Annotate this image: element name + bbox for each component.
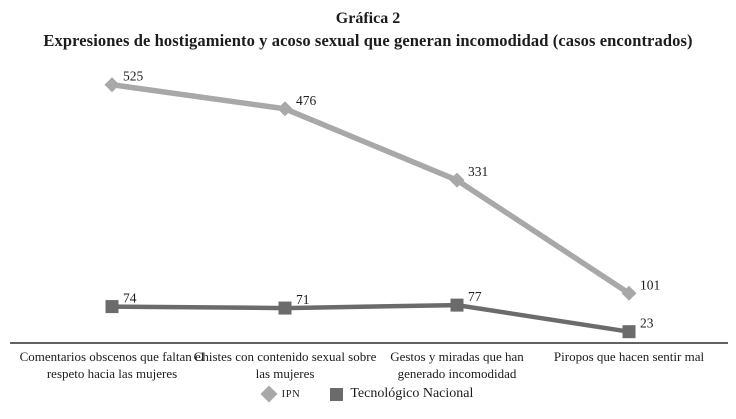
data-label: 77 [468,289,482,304]
data-label: 331 [468,164,488,179]
data-label: 23 [640,316,654,331]
legend: IPN Tecnológico Nacional [0,385,736,403]
category-label: Chistes con contenido sexual sobre las m… [193,349,377,381]
data-label: 74 [123,291,137,306]
square-marker [278,301,292,315]
series-line-ipn [111,81,631,296]
data-label: 71 [296,292,310,307]
data-label: 476 [296,93,317,108]
legend-label: Tecnológico Nacional [350,386,474,401]
square-marker [105,300,119,314]
square-icon [330,387,344,401]
category-label: Comentarios obscenos que faltan el respe… [19,349,205,381]
legend-label: IPN [281,388,301,400]
legend-item: IPN [260,385,301,403]
square-marker [622,325,636,339]
chart-title: Gráfica 2 [335,10,401,27]
category-label: Piropos que hacen sentir mal [553,349,705,364]
diamond-marker [277,101,293,117]
diamond-marker [449,172,465,188]
diamond-marker [104,77,120,93]
chart-subtitle: Expresiones de hostigamiento y acoso sex… [43,31,693,50]
legend-item: Tecnológico Nacional [330,386,473,402]
diamond-marker [621,285,637,301]
data-label: 101 [640,277,660,292]
diamond-icon [260,385,278,403]
square-marker [450,298,464,312]
data-label: 525 [123,69,144,84]
series-line-tec [111,302,630,334]
category-label: Gestos y miradas que han generado incomo… [390,349,524,381]
